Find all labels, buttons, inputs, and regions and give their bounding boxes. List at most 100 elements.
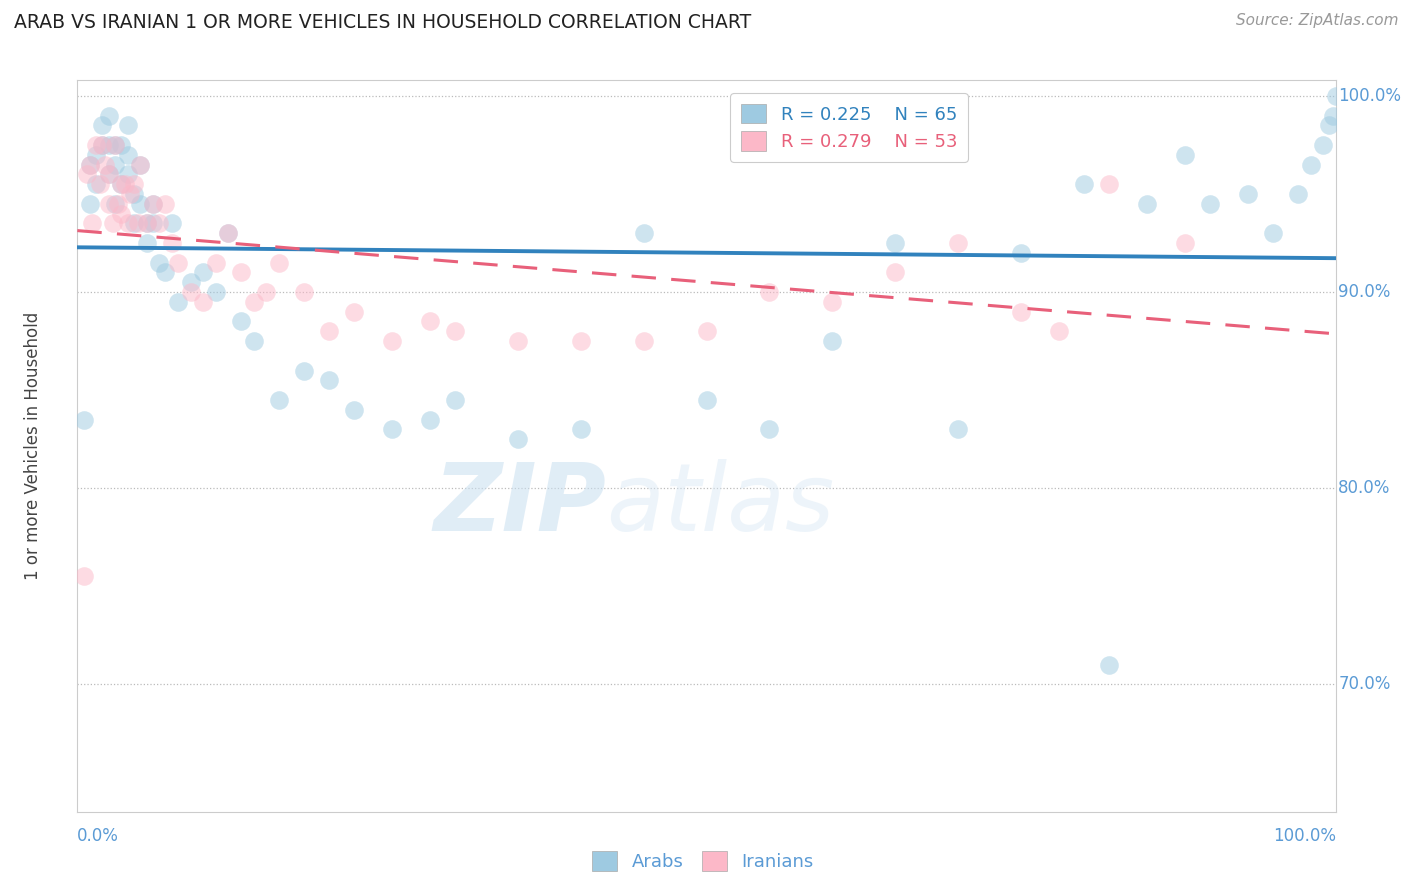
Point bbox=[381, 334, 404, 348]
Point bbox=[101, 216, 124, 230]
Point bbox=[160, 235, 183, 250]
Point bbox=[191, 265, 215, 279]
Point bbox=[97, 109, 120, 123]
Point bbox=[76, 168, 98, 182]
Point bbox=[343, 402, 366, 417]
Point bbox=[343, 304, 366, 318]
Point bbox=[569, 422, 592, 436]
Point bbox=[104, 158, 127, 172]
Point bbox=[104, 138, 127, 153]
Point bbox=[117, 216, 139, 230]
Point bbox=[107, 196, 129, 211]
Point bbox=[135, 235, 157, 250]
Point bbox=[104, 138, 127, 153]
Point bbox=[97, 168, 120, 182]
Point bbox=[110, 178, 132, 192]
Point bbox=[267, 392, 290, 407]
Point bbox=[117, 168, 139, 182]
Point bbox=[229, 314, 252, 328]
Point bbox=[135, 216, 157, 230]
Point bbox=[1098, 657, 1121, 672]
Point bbox=[122, 178, 145, 192]
Point bbox=[1047, 324, 1070, 338]
Point bbox=[1174, 148, 1197, 162]
Point bbox=[884, 265, 907, 279]
Point bbox=[267, 255, 290, 269]
Point bbox=[821, 294, 844, 309]
Point bbox=[1319, 119, 1341, 133]
Point bbox=[696, 324, 718, 338]
Point bbox=[419, 314, 441, 328]
Point bbox=[633, 334, 655, 348]
Point bbox=[167, 294, 190, 309]
Point bbox=[1236, 187, 1258, 202]
Point bbox=[1010, 304, 1032, 318]
Point bbox=[122, 187, 145, 202]
Point bbox=[104, 196, 127, 211]
Point bbox=[142, 196, 165, 211]
Point bbox=[160, 216, 183, 230]
Text: 70.0%: 70.0% bbox=[1339, 675, 1391, 693]
Point bbox=[127, 216, 149, 230]
Point bbox=[569, 334, 592, 348]
Text: Source: ZipAtlas.com: Source: ZipAtlas.com bbox=[1236, 13, 1399, 29]
Point bbox=[696, 392, 718, 407]
Point bbox=[229, 265, 252, 279]
Point bbox=[72, 412, 94, 426]
Point bbox=[242, 334, 264, 348]
Point bbox=[91, 138, 114, 153]
Legend: R = 0.225    N = 65, R = 0.279    N = 53: R = 0.225 N = 65, R = 0.279 N = 53 bbox=[730, 93, 969, 161]
Point bbox=[148, 216, 170, 230]
Point bbox=[381, 422, 404, 436]
Text: 80.0%: 80.0% bbox=[1339, 479, 1391, 497]
Point bbox=[155, 196, 177, 211]
Point bbox=[180, 285, 202, 299]
Point bbox=[142, 196, 165, 211]
Point bbox=[1098, 178, 1121, 192]
Point bbox=[135, 216, 157, 230]
Point bbox=[1174, 235, 1197, 250]
Point bbox=[117, 119, 139, 133]
Point bbox=[97, 196, 120, 211]
Point bbox=[292, 285, 315, 299]
Point bbox=[72, 569, 94, 583]
Point bbox=[758, 285, 780, 299]
Point bbox=[84, 148, 107, 162]
Point bbox=[155, 265, 177, 279]
Point bbox=[122, 216, 145, 230]
Point bbox=[318, 324, 340, 338]
Point bbox=[506, 432, 529, 446]
Point bbox=[444, 324, 467, 338]
Point bbox=[506, 334, 529, 348]
Point bbox=[204, 285, 226, 299]
Point bbox=[89, 178, 111, 192]
Point bbox=[633, 226, 655, 240]
Point bbox=[91, 119, 114, 133]
Point bbox=[79, 196, 101, 211]
Text: ARAB VS IRANIAN 1 OR MORE VEHICLES IN HOUSEHOLD CORRELATION CHART: ARAB VS IRANIAN 1 OR MORE VEHICLES IN HO… bbox=[14, 13, 751, 32]
Point bbox=[97, 168, 120, 182]
Point bbox=[110, 178, 132, 192]
Text: atlas: atlas bbox=[606, 459, 834, 550]
Point bbox=[91, 138, 114, 153]
Point bbox=[82, 216, 104, 230]
Point bbox=[180, 275, 202, 289]
Point bbox=[1286, 187, 1309, 202]
Point bbox=[948, 235, 970, 250]
Point bbox=[444, 392, 467, 407]
Point bbox=[117, 148, 139, 162]
Point bbox=[254, 285, 277, 299]
Point bbox=[217, 226, 239, 240]
Point bbox=[318, 373, 340, 387]
Point bbox=[1312, 138, 1334, 153]
Point bbox=[191, 294, 215, 309]
Point bbox=[292, 363, 315, 377]
Point bbox=[142, 216, 165, 230]
Text: 1 or more Vehicles in Household: 1 or more Vehicles in Household bbox=[24, 312, 42, 580]
Point bbox=[94, 158, 117, 172]
Point bbox=[79, 158, 101, 172]
Point bbox=[167, 255, 190, 269]
Point bbox=[1010, 245, 1032, 260]
Point bbox=[110, 206, 132, 220]
Text: 100.0%: 100.0% bbox=[1339, 87, 1402, 105]
